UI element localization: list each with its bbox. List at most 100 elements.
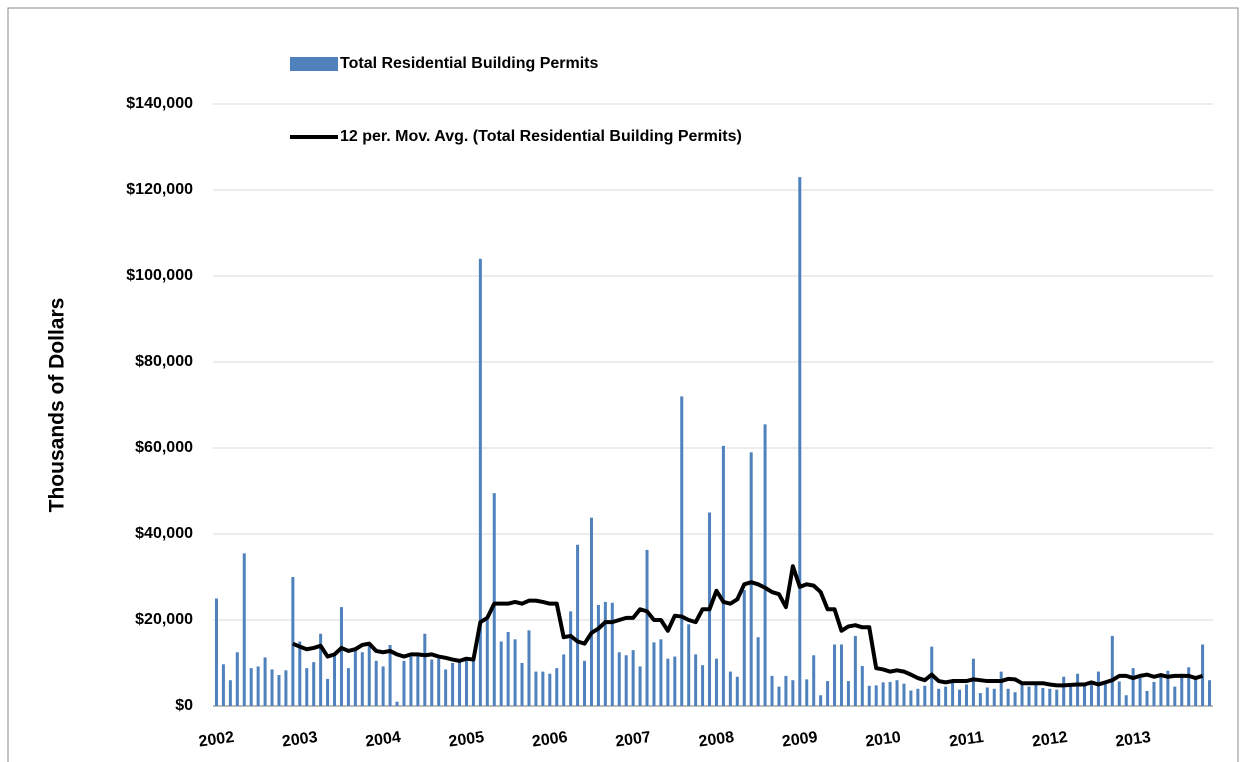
bar	[221, 664, 225, 706]
bar	[1166, 670, 1170, 706]
bar	[1201, 644, 1205, 706]
bar	[520, 663, 524, 706]
bar	[714, 658, 718, 706]
x-tick-label: 2002	[198, 729, 236, 751]
y-tick-label: $40,000	[135, 525, 193, 542]
bar	[992, 688, 996, 706]
y-tick-label: $0	[175, 697, 193, 714]
bar	[430, 659, 434, 706]
bar	[1006, 688, 1010, 706]
bar	[562, 654, 566, 706]
bar	[353, 650, 357, 706]
bar	[1103, 681, 1107, 706]
bar	[319, 633, 323, 706]
bar	[853, 635, 857, 706]
bar	[451, 663, 455, 706]
bar	[1076, 673, 1080, 706]
bar	[742, 589, 746, 706]
bar	[1138, 678, 1142, 706]
bar	[534, 671, 538, 706]
bar	[728, 671, 732, 706]
bar	[631, 650, 635, 706]
bar	[1048, 688, 1052, 706]
bar	[985, 687, 989, 706]
bar	[1055, 689, 1059, 706]
bar	[527, 630, 531, 706]
bar	[826, 681, 830, 706]
bar	[874, 685, 878, 706]
x-tick-label: 2006	[531, 729, 569, 751]
y-tick-label: $20,000	[135, 611, 193, 628]
bar	[284, 670, 288, 706]
bar	[1124, 695, 1128, 706]
y-axis-title: Thousands of Dollars	[46, 298, 69, 513]
bar	[964, 684, 968, 706]
bar	[638, 666, 642, 706]
bar	[492, 493, 496, 706]
bar	[673, 656, 677, 706]
bar	[409, 656, 413, 706]
bar	[680, 396, 684, 706]
y-tick-label: $100,000	[126, 267, 193, 284]
bar	[652, 642, 656, 706]
bar	[298, 641, 302, 706]
x-tick-label: 2008	[698, 729, 736, 751]
bar	[839, 644, 843, 706]
legend-label: Total Residential Building Permits	[340, 55, 599, 72]
moving-average-line	[292, 564, 1204, 688]
bar	[624, 655, 628, 706]
x-tick-label: 2011	[948, 729, 985, 751]
bar	[548, 673, 552, 706]
x-tick-label: 2003	[281, 729, 319, 751]
bar	[583, 660, 587, 706]
bar	[770, 675, 774, 706]
bar	[1194, 678, 1198, 706]
bar	[749, 452, 753, 706]
bar	[860, 666, 864, 706]
chart-frame	[7, 7, 1239, 762]
bar	[777, 686, 781, 706]
bar	[360, 652, 364, 706]
bar	[242, 553, 246, 706]
bar	[735, 676, 739, 706]
bar	[978, 693, 982, 706]
bar	[478, 258, 482, 706]
y-tick-label: $80,000	[135, 353, 193, 370]
bar	[464, 659, 468, 706]
y-tick-label: $60,000	[135, 439, 193, 456]
bar	[1089, 684, 1093, 706]
bar	[277, 675, 281, 706]
x-tick-label: 2004	[364, 729, 402, 751]
bar	[1145, 690, 1149, 706]
bar	[687, 624, 691, 706]
bar	[235, 652, 239, 706]
bar	[1159, 676, 1163, 706]
bar	[1027, 686, 1031, 706]
bar	[812, 655, 816, 706]
bar	[867, 685, 871, 706]
bar	[937, 688, 941, 706]
bar	[569, 611, 573, 706]
bar	[916, 688, 920, 706]
bar	[1041, 687, 1045, 706]
bar	[958, 689, 962, 706]
bar	[1173, 686, 1177, 706]
bar	[263, 657, 267, 706]
bar	[805, 679, 809, 706]
bar	[1020, 684, 1024, 706]
bar	[1180, 673, 1184, 706]
bar	[485, 620, 489, 706]
bar	[846, 681, 850, 706]
bar	[339, 607, 343, 706]
bar	[791, 680, 795, 706]
x-tick-label: 2005	[448, 729, 486, 751]
bar	[763, 424, 767, 706]
bar	[513, 639, 517, 706]
x-tick-label: 2013	[1114, 729, 1152, 751]
bar	[416, 654, 420, 706]
bar	[610, 602, 614, 706]
bar	[555, 668, 559, 706]
bar	[437, 658, 441, 706]
bar	[256, 666, 260, 706]
